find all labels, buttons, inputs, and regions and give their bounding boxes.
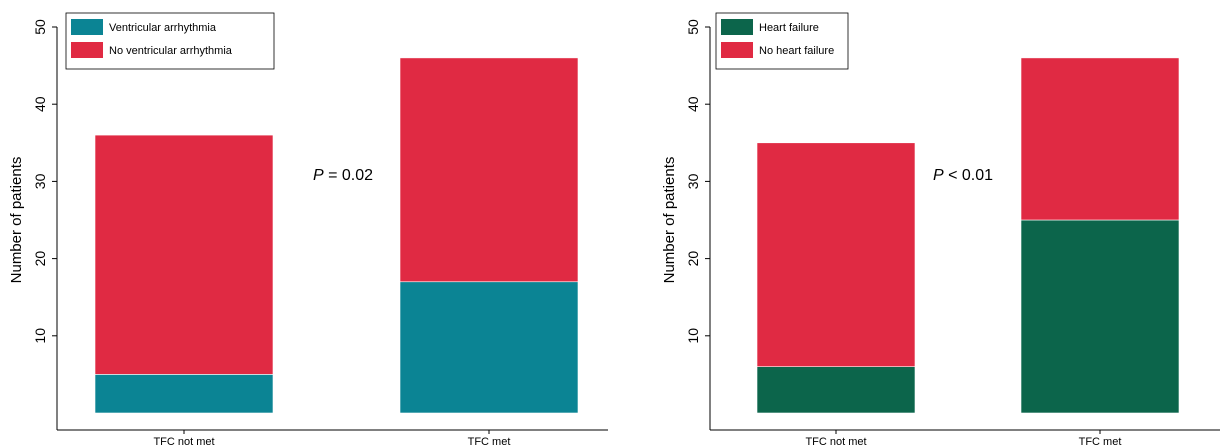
legend: Ventricular arrhythmia No ventricular arr…: [65, 12, 275, 70]
bar-tfc-met-no-heart-failure: [1020, 57, 1180, 221]
bar-tfc-met-heart-failure: [1020, 219, 1180, 414]
y-tick-label: 30: [685, 173, 701, 189]
bar-tfc-not-met-heart-failure: [756, 366, 916, 414]
legend-label: No ventricular arrhythmia: [109, 45, 233, 57]
x-category-label: TFC met: [468, 436, 511, 448]
bar-tfc-not-met-ventricular-arrhythmia: [94, 374, 274, 414]
y-tick-label: 40: [32, 96, 48, 112]
legend-swatch: [721, 19, 753, 35]
p-value-annotation: P = 0.02: [313, 167, 373, 184]
bar-tfc-not-met-no-ventricular-arrhythmia: [94, 134, 274, 375]
x-category-label: TFC not met: [153, 436, 214, 448]
y-tick-label: 10: [685, 328, 701, 344]
chart-heart-failure: 10 20 30 40 50 Number of patients TFC not met T…: [610, 0, 1221, 448]
bar-tfc-met-no-ventricular-arrhythmia: [399, 57, 579, 283]
y-tick-label: 40: [685, 96, 701, 112]
legend-swatch: [721, 42, 753, 58]
y-tick-label: 20: [32, 251, 48, 267]
legend-label: No heart failure: [759, 45, 834, 57]
legend: Heart failure No heart failure: [715, 12, 849, 70]
p-value-annotation: P < 0.01: [933, 167, 993, 184]
legend-swatch: [71, 19, 103, 35]
legend-box: [715, 12, 849, 70]
x-category-label: TFC not met: [805, 436, 866, 448]
legend-swatch: [71, 42, 103, 58]
y-tick-label: 20: [685, 251, 701, 267]
y-axis-title: Number of patients: [8, 157, 25, 284]
y-tick-label: 50: [685, 19, 701, 35]
chart-ventricular-arrhythmia: 10 20 30 40 50 Number of patients TFC not met T…: [0, 0, 610, 448]
y-tick-label: 50: [32, 19, 48, 35]
y-tick-label: 30: [32, 173, 48, 189]
chart-svg-right: 10 20 30 40 50 Number of patients TFC not met T…: [661, 12, 1220, 448]
legend-label: Heart failure: [759, 22, 819, 34]
y-tick-label: 10: [32, 328, 48, 344]
x-category-label: TFC met: [1079, 436, 1122, 448]
y-axis-title: Number of patients: [661, 157, 678, 284]
legend-label: Ventricular arrhythmia: [109, 22, 217, 34]
bar-tfc-not-met-no-heart-failure: [756, 142, 916, 367]
chart-svg-left: 10 20 30 40 50 Number of patients TFC not met T…: [8, 12, 608, 448]
bar-tfc-met-ventricular-arrhythmia: [399, 281, 579, 414]
